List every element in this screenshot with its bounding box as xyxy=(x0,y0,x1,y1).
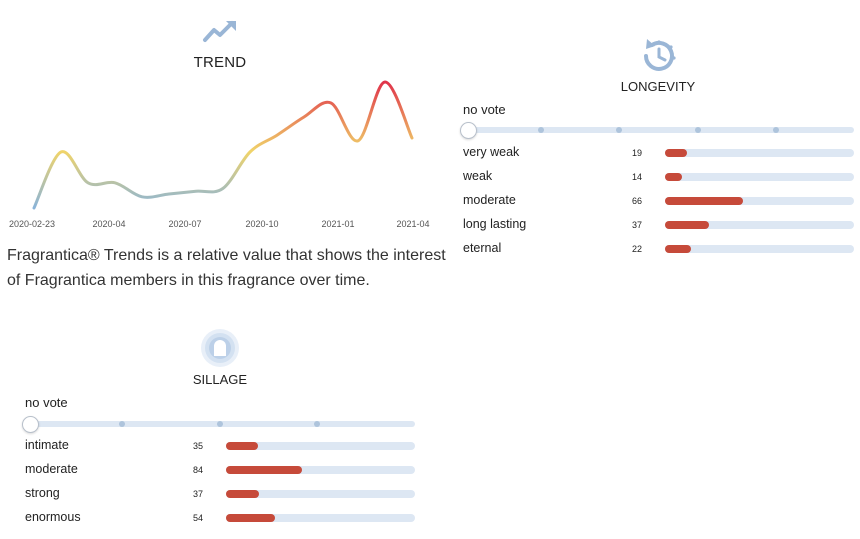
vote-bar-track xyxy=(226,490,415,498)
vote-bar-fill xyxy=(665,245,691,253)
longevity-vote-row[interactable]: very weak 19 xyxy=(463,143,855,163)
vote-bar-track xyxy=(226,466,415,474)
slider-handle[interactable] xyxy=(22,416,39,433)
sillage-vote-row[interactable]: strong 37 xyxy=(25,484,417,504)
slider-step-dot[interactable] xyxy=(616,127,622,133)
vote-label: weak xyxy=(463,169,493,183)
trend-chart: 2020-02-23 2020-04 2020-07 2020-10 2021-01 20… xyxy=(0,70,440,235)
trend-description: Fragrantica® Trends is a relative value … xyxy=(7,247,446,289)
trend-series-line xyxy=(32,80,414,210)
trend-title: TREND xyxy=(193,54,247,71)
slider-step-dot[interactable] xyxy=(119,421,125,427)
longevity-votes-list: very weak 19 weak 14 moderate 66 long lasting 3… xyxy=(463,143,855,263)
vote-count: 54 xyxy=(193,513,204,523)
slider-step-dot[interactable] xyxy=(538,127,544,133)
slider-handle[interactable] xyxy=(460,122,477,139)
vote-label: eternal xyxy=(463,241,502,255)
vote-bar-track xyxy=(226,514,415,522)
vote-count: 84 xyxy=(193,465,204,475)
sillage-no-vote-label: no vote xyxy=(25,395,68,410)
longevity-no-vote-label: no vote xyxy=(463,102,506,117)
sillage-title: SILLAGE xyxy=(192,372,248,387)
vote-bar-fill xyxy=(226,466,302,474)
longevity-vote-slider[interactable] xyxy=(460,122,854,139)
vote-label: moderate xyxy=(463,193,516,207)
x-tick-label: 2020-04 xyxy=(92,219,125,229)
vote-label: long lasting xyxy=(463,217,527,231)
vote-count: 22 xyxy=(632,244,643,254)
vote-bar-track xyxy=(665,221,854,229)
longevity-vote-row[interactable]: moderate 66 xyxy=(463,191,855,211)
longevity-title: LONGEVITY xyxy=(620,79,696,94)
vote-label: moderate xyxy=(25,462,78,476)
vote-bar-track xyxy=(226,442,415,450)
vote-bar-fill xyxy=(226,490,260,498)
vote-count: 37 xyxy=(632,220,643,230)
vote-bar-fill xyxy=(665,197,743,205)
vote-bar-track xyxy=(665,149,854,157)
longevity-vote-row[interactable]: eternal 22 xyxy=(463,239,855,259)
longevity-vote-row[interactable]: weak 14 xyxy=(463,167,855,187)
longevity-vote-row[interactable]: long lasting 37 xyxy=(463,215,855,235)
vote-bar-track xyxy=(665,197,854,205)
vote-count: 37 xyxy=(193,489,204,499)
vote-label: intimate xyxy=(25,438,69,452)
trending-up-icon xyxy=(202,18,238,44)
vote-bar-fill xyxy=(226,514,275,522)
x-tick-label: 2020-02-23 xyxy=(9,219,55,229)
sillage-votes-list: intimate 35 moderate 84 strong 37 enormous 54 xyxy=(25,436,417,536)
x-tick-label: 2020-07 xyxy=(168,219,201,229)
vote-bar-track xyxy=(665,245,854,253)
vote-count: 14 xyxy=(632,172,643,182)
sillage-vote-slider[interactable] xyxy=(22,416,415,433)
slider-step-dot[interactable] xyxy=(217,421,223,427)
x-tick-label: 2021-04 xyxy=(396,219,429,229)
vote-bar-fill xyxy=(665,221,709,229)
slider-step-dot[interactable] xyxy=(773,127,779,133)
vote-bar-fill xyxy=(226,442,258,450)
slider-step-dot[interactable] xyxy=(695,127,701,133)
sillage-vote-row[interactable]: enormous 54 xyxy=(25,508,417,528)
vote-bar-fill xyxy=(665,149,688,157)
vote-count: 66 xyxy=(632,196,643,206)
clock-rotate-icon xyxy=(638,36,678,76)
vote-bar-fill xyxy=(665,173,682,181)
sillage-vote-row[interactable]: moderate 84 xyxy=(25,460,417,480)
sillage-vote-row[interactable]: intimate 35 xyxy=(25,436,417,456)
vote-label: strong xyxy=(25,486,60,500)
vote-bar-track xyxy=(665,173,854,181)
sillage-profile-icon xyxy=(200,328,240,368)
vote-count: 19 xyxy=(632,148,643,158)
vote-label: very weak xyxy=(463,145,520,159)
vote-label: enormous xyxy=(25,510,81,524)
vote-count: 35 xyxy=(193,441,204,451)
slider-step-dot[interactable] xyxy=(314,421,320,427)
x-tick-label: 2020-10 xyxy=(245,219,278,229)
x-tick-label: 2021-01 xyxy=(321,219,354,229)
